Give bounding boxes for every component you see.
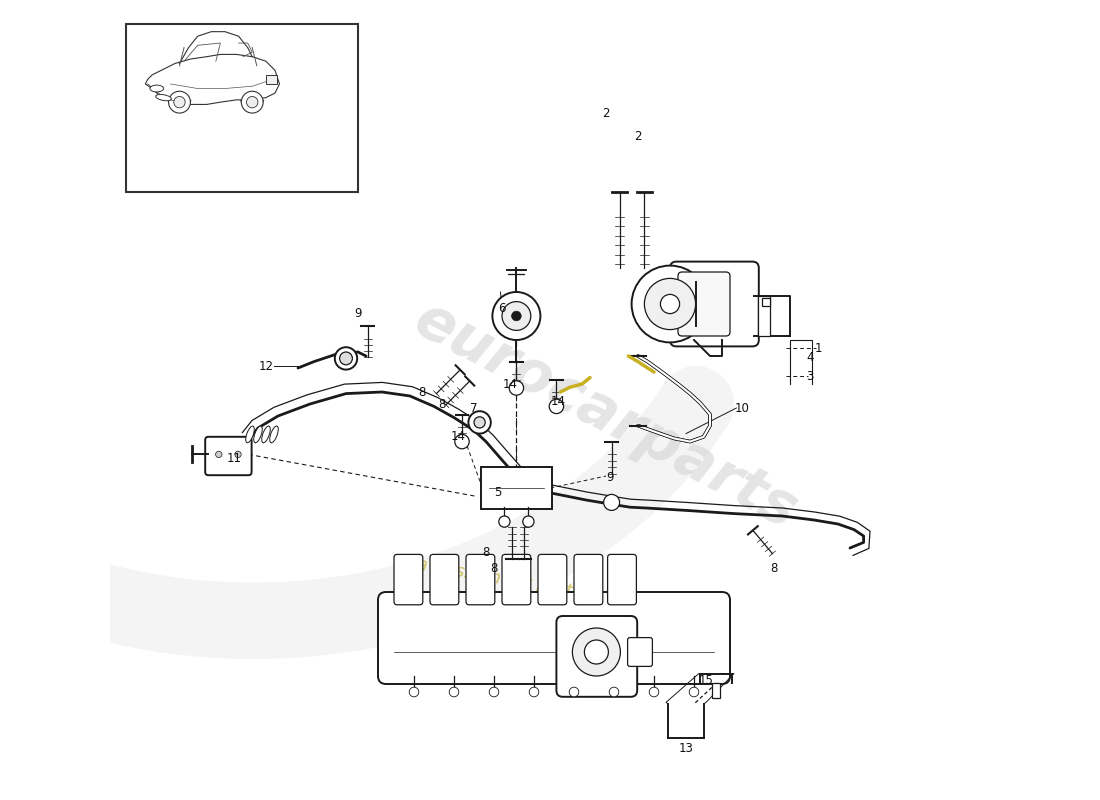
Text: 9: 9 [354, 307, 362, 320]
Circle shape [690, 687, 698, 697]
Text: 12: 12 [258, 360, 274, 373]
Text: 14: 14 [451, 430, 465, 443]
Text: 4: 4 [806, 351, 814, 364]
Circle shape [234, 451, 241, 458]
Text: 15: 15 [698, 674, 714, 686]
Circle shape [493, 292, 540, 340]
Circle shape [474, 417, 485, 428]
Ellipse shape [156, 94, 172, 101]
Circle shape [502, 302, 531, 330]
Circle shape [246, 97, 257, 108]
FancyBboxPatch shape [678, 272, 730, 336]
Text: eurocarparts: eurocarparts [405, 291, 807, 541]
Circle shape [409, 687, 419, 697]
Text: 8: 8 [438, 398, 446, 410]
Circle shape [549, 399, 563, 414]
Circle shape [645, 278, 695, 330]
Bar [713, 683, 721, 698]
Text: 8: 8 [418, 386, 426, 398]
Circle shape [334, 347, 358, 370]
FancyBboxPatch shape [481, 467, 552, 509]
Circle shape [529, 687, 539, 697]
Text: 3: 3 [806, 370, 814, 382]
Bar [758, 296, 770, 336]
Circle shape [168, 91, 190, 113]
Circle shape [340, 352, 352, 365]
FancyBboxPatch shape [628, 638, 652, 666]
FancyBboxPatch shape [574, 554, 603, 605]
Text: 2: 2 [635, 130, 641, 142]
Ellipse shape [245, 426, 254, 442]
Circle shape [572, 628, 620, 676]
FancyBboxPatch shape [670, 262, 759, 346]
Text: 14: 14 [503, 378, 517, 390]
Circle shape [512, 311, 521, 321]
Circle shape [454, 434, 470, 449]
Text: 10: 10 [735, 402, 749, 414]
Circle shape [522, 516, 534, 527]
Circle shape [490, 687, 498, 697]
Text: 7: 7 [471, 402, 477, 414]
Circle shape [569, 687, 579, 697]
Ellipse shape [150, 85, 164, 92]
Circle shape [498, 516, 510, 527]
FancyBboxPatch shape [430, 554, 459, 605]
Circle shape [241, 91, 263, 113]
Circle shape [174, 97, 185, 108]
Circle shape [604, 494, 619, 510]
FancyBboxPatch shape [607, 554, 637, 605]
Circle shape [609, 687, 619, 697]
Circle shape [631, 266, 708, 342]
Text: 2: 2 [603, 107, 609, 120]
Text: 8: 8 [770, 562, 778, 574]
Text: 5: 5 [494, 486, 502, 498]
Text: a passion for parts since 1985: a passion for parts since 1985 [415, 555, 685, 621]
Circle shape [449, 687, 459, 697]
Ellipse shape [262, 426, 271, 442]
Text: 14: 14 [550, 395, 565, 408]
Text: 13: 13 [679, 742, 693, 754]
Ellipse shape [254, 426, 262, 442]
Circle shape [649, 687, 659, 697]
FancyBboxPatch shape [394, 554, 422, 605]
Circle shape [216, 451, 222, 458]
Text: 6: 6 [498, 302, 506, 314]
Circle shape [469, 411, 491, 434]
Text: 8: 8 [482, 546, 490, 558]
FancyBboxPatch shape [206, 437, 252, 475]
FancyBboxPatch shape [502, 554, 531, 605]
Text: 8: 8 [491, 562, 497, 574]
Bar [266, 75, 277, 84]
Ellipse shape [270, 426, 278, 442]
Bar [762, 298, 770, 306]
Text: 9: 9 [606, 471, 614, 484]
FancyBboxPatch shape [466, 554, 495, 605]
FancyBboxPatch shape [378, 592, 730, 684]
FancyBboxPatch shape [557, 616, 637, 697]
FancyBboxPatch shape [538, 554, 566, 605]
Text: 1: 1 [814, 342, 822, 354]
Circle shape [509, 381, 524, 395]
Circle shape [660, 294, 680, 314]
Bar [126, 24, 358, 192]
Circle shape [584, 640, 608, 664]
Text: 11: 11 [227, 452, 242, 465]
